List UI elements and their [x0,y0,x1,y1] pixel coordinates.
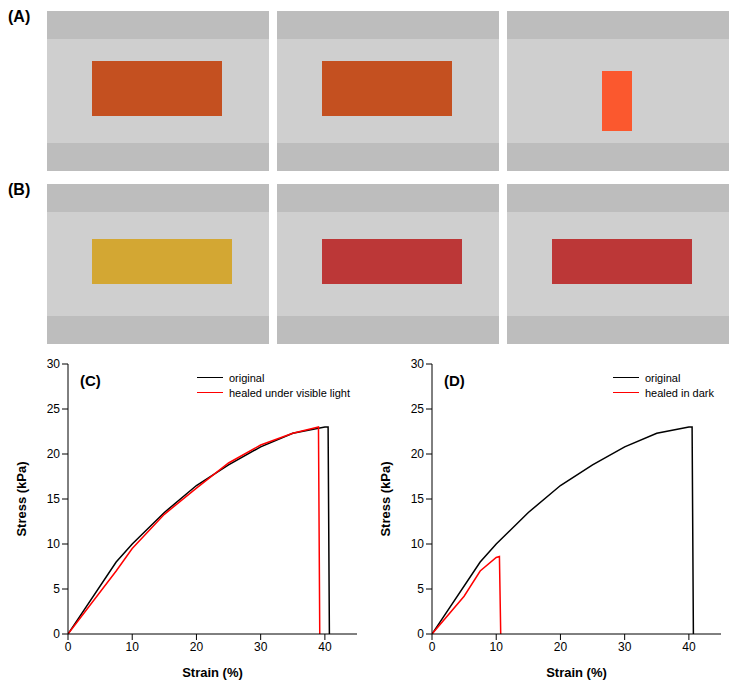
svg-text:10: 10 [490,640,504,654]
svg-text:5: 5 [53,582,60,596]
html-text:(A): (A) [8,8,31,25]
html-text:(B): (B) [8,181,31,198]
svg-text:20: 20 [190,640,204,654]
svg-text:10: 10 [126,640,140,654]
svg-text:40: 40 [318,640,332,654]
svg-text:20: 20 [47,447,61,461]
svg-text:30: 30 [47,357,61,371]
svg-text:25: 25 [47,402,61,416]
html-text:healed in dark: healed in dark [644,386,714,399]
svg-text:5: 5 [417,582,424,596]
svg-text:15: 15 [411,492,425,506]
html-text:healed under visible light: healed under visible light [228,386,350,399]
svg-text:10: 10 [47,537,61,551]
svg-text:30: 30 [254,640,268,654]
svg-text:30: 30 [411,357,425,371]
svg-text:0: 0 [53,627,60,641]
svg-text:0: 0 [65,640,72,654]
svg-text:0: 0 [417,627,424,641]
svg-text:40: 40 [682,640,696,654]
svg-text:20: 20 [411,447,425,461]
svg-text:25: 25 [411,402,425,416]
svg-text:30: 30 [618,640,632,654]
html-text:(C): (C) [80,372,101,389]
svg-text:0: 0 [429,640,436,654]
html-text:original: original [644,371,681,384]
svg-text:15: 15 [47,492,61,506]
svg-text:Stress (kPa): Stress (kPa) [14,461,29,536]
html-text:(D): (D) [444,372,465,389]
svg-text:Strain (%): Strain (%) [546,665,607,680]
html-text:original: original [228,371,265,384]
svg-text:Strain (%): Strain (%) [182,665,243,680]
svg-text:10: 10 [411,537,425,551]
svg-text:Stress (kPa): Stress (kPa) [378,461,393,536]
svg-text:20: 20 [554,640,568,654]
